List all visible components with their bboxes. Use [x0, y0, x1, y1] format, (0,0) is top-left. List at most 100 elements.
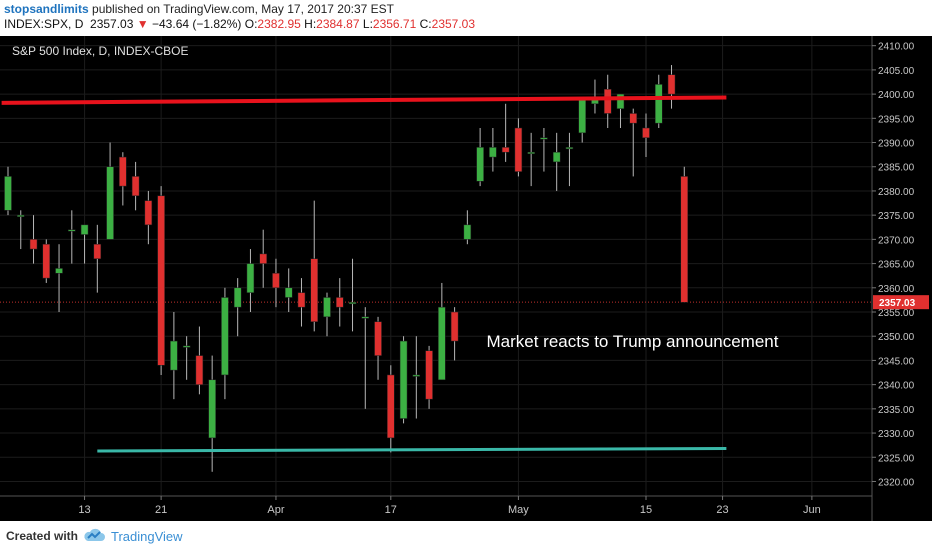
candle — [361, 307, 370, 409]
candle — [4, 166, 12, 216]
candle-body-up — [540, 137, 548, 140]
candle-body-up — [4, 176, 12, 211]
candle — [144, 190, 153, 245]
candle-body-down — [157, 195, 165, 366]
candle — [259, 229, 267, 288]
candle — [272, 258, 280, 308]
candlestick-chart[interactable]: 2320.00 2325.00 2330.00 2335.00 2340.00 2345.… — [0, 36, 932, 521]
candle — [655, 74, 663, 128]
candle-body-down — [450, 311, 459, 342]
candle — [233, 278, 242, 337]
candle — [106, 142, 114, 240]
y-tick-label: 2355.00 — [878, 308, 915, 319]
published-text: published on TradingView.com, May 17, 20… — [92, 2, 394, 16]
candle — [667, 65, 676, 109]
candle-body-up — [233, 287, 242, 308]
candle — [284, 268, 293, 312]
candle-body-up — [399, 340, 408, 419]
candle — [565, 132, 574, 187]
candle-body-up — [463, 224, 472, 240]
candle-body-up — [489, 147, 497, 158]
chart-annotation: Market reacts to Trump announcement — [487, 332, 779, 351]
candle — [246, 249, 255, 312]
x-tick-label: 13 — [78, 504, 90, 516]
y-tick-label: 2325.00 — [878, 453, 915, 464]
candle-body-down — [42, 243, 51, 279]
candle-body-up — [55, 268, 63, 274]
x-tick-label: May — [508, 504, 529, 516]
candle — [501, 103, 510, 162]
candle-body-up — [552, 151, 561, 163]
candle-body-down — [514, 127, 523, 172]
candle — [310, 200, 318, 332]
candle — [208, 355, 216, 472]
candle — [399, 336, 408, 424]
y-tick-label: 2375.00 — [878, 211, 915, 222]
candle — [55, 244, 63, 312]
candle-body-down — [119, 156, 127, 187]
candle-body-up — [476, 147, 484, 182]
candle-body-down — [667, 74, 676, 95]
candle-body-up — [616, 93, 625, 109]
candle — [195, 326, 204, 395]
high-label: H: — [304, 17, 317, 31]
x-tick-label: 21 — [155, 504, 167, 516]
last-price-tag — [873, 295, 929, 310]
y-tick-label: 2330.00 — [878, 429, 915, 440]
y-tick-label: 2400.00 — [878, 90, 915, 101]
candle — [489, 128, 497, 172]
candle — [170, 312, 178, 400]
candle-body-up — [208, 379, 216, 439]
candle-body-down — [629, 113, 637, 124]
y-tick-label: 2370.00 — [878, 235, 915, 246]
candle — [438, 282, 446, 381]
candle-body-up — [655, 84, 663, 124]
chart-title: S&P 500 Index, D, INDEX-CBOE — [12, 44, 189, 58]
symbol-label: INDEX:SPX, D — [4, 17, 84, 31]
y-tick-label: 2350.00 — [878, 332, 915, 343]
chart-area[interactable]: 2320.00 2325.00 2330.00 2335.00 2340.00 2345.… — [0, 36, 932, 521]
price-axis-panel — [872, 36, 932, 521]
x-tick-label: Jun — [803, 504, 821, 516]
candle-body-down — [297, 292, 306, 308]
created-with-label: Created with — [6, 529, 79, 543]
candle — [603, 74, 612, 128]
candle — [42, 239, 51, 283]
candle-body-down — [29, 239, 38, 250]
candle-body-down — [374, 321, 382, 356]
candle — [425, 345, 433, 409]
candle-body-down — [680, 176, 689, 303]
candle — [450, 307, 459, 361]
candle-body-up — [438, 306, 446, 381]
candle — [412, 336, 421, 419]
candle-body-down — [259, 253, 267, 264]
y-tick-label: 2395.00 — [878, 114, 915, 125]
last-price-tag-label: 2357.03 — [879, 298, 916, 309]
candle-body-up — [182, 345, 191, 348]
candle-body-down — [131, 176, 140, 197]
y-tick-label: 2320.00 — [878, 477, 915, 488]
y-tick-label: 2380.00 — [878, 187, 915, 198]
low-value: 2356.71 — [372, 17, 417, 31]
open-value: 2382.95 — [257, 17, 301, 31]
candle-body-down — [195, 355, 204, 385]
y-tick-label: 2365.00 — [878, 260, 915, 271]
candle — [182, 336, 191, 380]
candle — [80, 224, 89, 264]
candle — [297, 278, 306, 327]
candle-body-up — [348, 302, 357, 305]
y-tick-label: 2410.00 — [878, 42, 915, 53]
y-tick-label: 2385.00 — [878, 163, 915, 174]
y-tick-label: 2345.00 — [878, 356, 915, 367]
tradingview-cloud-icon — [84, 528, 105, 541]
down-arrow-icon: ▼ — [136, 17, 149, 31]
last-price: 2357.03 — [90, 17, 134, 31]
candle-body-up — [412, 374, 421, 377]
candle-body-up — [17, 214, 25, 217]
candle-body-down — [501, 147, 510, 153]
candle-body-down — [93, 243, 102, 259]
tradingview-brand[interactable]: TradingView — [111, 529, 183, 544]
candle-body-up — [106, 166, 114, 240]
candle-body-up — [80, 224, 89, 235]
author-link[interactable]: stopsandlimits — [4, 2, 89, 16]
